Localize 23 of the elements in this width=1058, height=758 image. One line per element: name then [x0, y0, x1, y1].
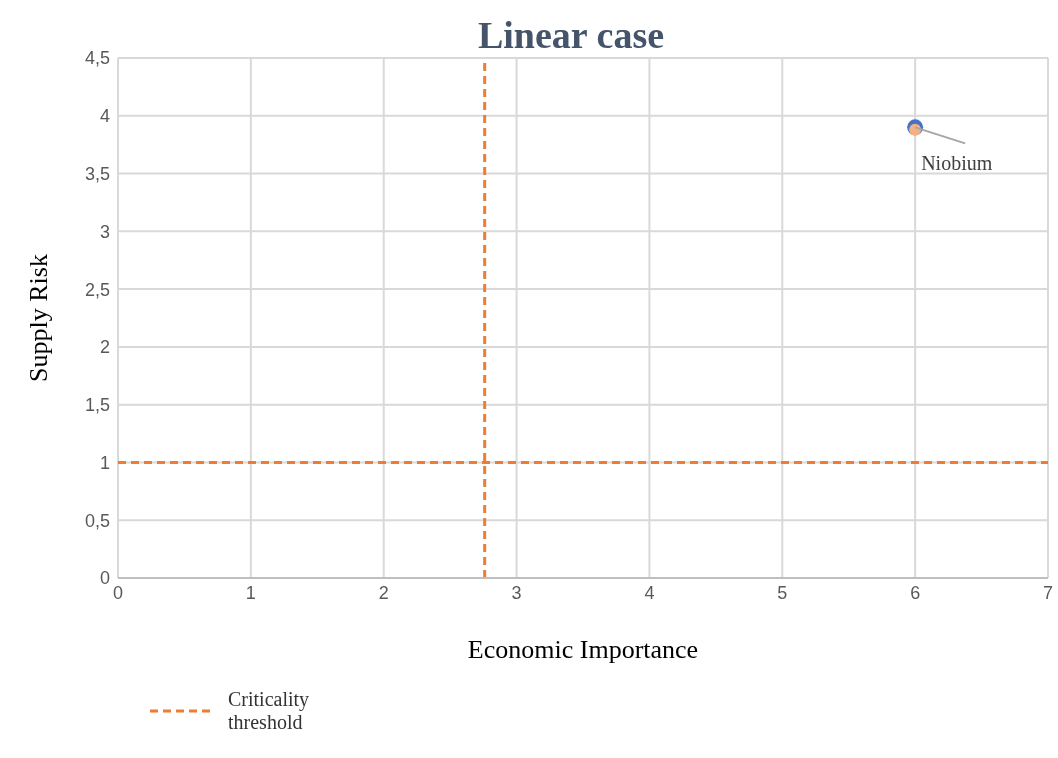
- x-tick-label: 4: [644, 582, 655, 603]
- y-tick-label: 2,5: [84, 279, 110, 300]
- x-tick-label: 0: [112, 582, 124, 603]
- y-tick-label: 1: [99, 452, 110, 473]
- x-tick-label: 5: [777, 582, 788, 603]
- y-tick-label: 0,5: [84, 510, 110, 531]
- x-tick-label: 3: [511, 582, 522, 603]
- y-tick-label: 1,5: [84, 395, 110, 416]
- y-tick-label: 4,5: [84, 48, 110, 69]
- y-tick-label: 3,5: [84, 163, 110, 184]
- y-tick-label: 0: [99, 568, 110, 589]
- x-tick-label: 1: [245, 582, 256, 603]
- chart-title: Linear case: [477, 14, 665, 56]
- x-tick-label: 6: [910, 582, 921, 603]
- annotation: Niobium: [921, 152, 993, 175]
- y-tick-label: 2: [99, 337, 110, 358]
- x-tick-label: 7: [1042, 582, 1054, 603]
- x-tick-label: 2: [378, 582, 389, 603]
- y-tick-label: 4: [99, 106, 110, 127]
- y-tick-label: 3: [99, 221, 110, 242]
- y-axis-title: Supply Risk: [24, 254, 54, 382]
- legend-label: Criticality threshold: [228, 688, 311, 734]
- x-axis-title: Economic Importance: [467, 635, 699, 664]
